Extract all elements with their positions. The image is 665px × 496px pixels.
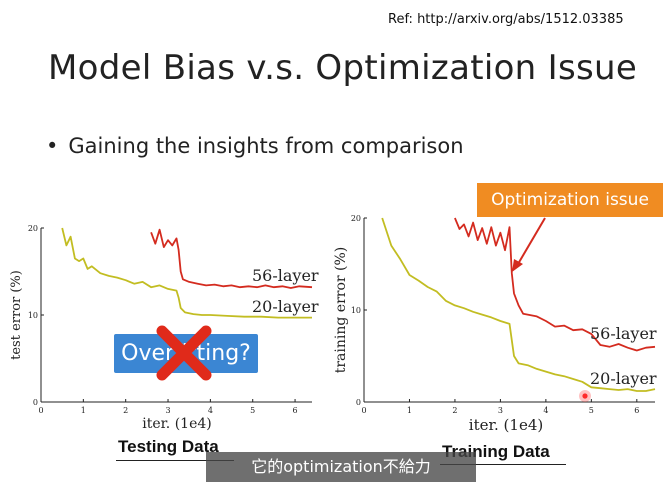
bullet-point: • Gaining the insights from comparison xyxy=(46,134,464,158)
test-x-tick-label: 5 xyxy=(250,406,255,415)
train-x-tick-label: 4 xyxy=(543,406,548,415)
train-x-tick-label: 2 xyxy=(452,406,457,415)
cursor-dot-icon xyxy=(582,393,588,399)
optimization-arrow xyxy=(517,217,546,265)
train-x-tick-label: 3 xyxy=(498,406,503,415)
test-x-tick-label: 2 xyxy=(123,406,128,415)
bullet-dot-icon: • xyxy=(46,134,59,158)
test-y-tick-label: 20 xyxy=(28,224,38,233)
train-y-tick-label: 10 xyxy=(351,306,361,315)
test-x-tick-label: 3 xyxy=(165,406,170,415)
train-label-20-layer: 20-layer xyxy=(590,369,657,388)
train-ylabel: training error (%) xyxy=(333,247,349,374)
test-label-20-layer: 20-layer xyxy=(252,297,319,316)
test-caption-underline xyxy=(116,460,234,461)
train-series-20-layer xyxy=(381,217,656,392)
test-y-tick-label: 10 xyxy=(28,311,38,320)
test-x-tick-label: 0 xyxy=(38,406,43,415)
slide-title: Model Bias v.s. Optimization Issue xyxy=(48,48,638,88)
train-x-tick-label: 0 xyxy=(361,406,366,415)
test-label-56-layer: 56-layer xyxy=(252,266,319,285)
test-x-tick-label: 6 xyxy=(293,406,298,415)
train-xlabel: iter. (1e4) xyxy=(469,416,543,434)
video-subtitle: 它的optimization不給力 xyxy=(206,452,476,482)
cross-mark-icon xyxy=(156,325,212,381)
train-x-tick-label: 6 xyxy=(634,406,639,415)
test-chart: test error (%) iter. (1e4) 0 1 2 3 4 5 601020 … xyxy=(9,224,319,432)
test-x-tick-label: 1 xyxy=(81,406,86,415)
train-chart: training error (%) iter. (1e4) 0 1 2 3 4 5 6 0 1… xyxy=(333,214,657,434)
test-xlabel: iter. (1e4) xyxy=(142,416,211,432)
reference-link: Ref: http://arxiv.org/abs/1512.03385 xyxy=(388,12,624,27)
arrow-head-icon xyxy=(512,259,523,272)
test-caption: Testing Data xyxy=(118,437,219,456)
train-x-tick-label: 5 xyxy=(589,406,594,415)
train-caption-underline xyxy=(440,464,566,465)
train-label-56-layer: 56-layer xyxy=(590,324,657,343)
test-series-20-layer xyxy=(61,227,312,319)
train-series-56-layer xyxy=(454,217,656,352)
test-y-tick-label: 0 xyxy=(33,398,38,407)
bullet-text: Gaining the insights from comparison xyxy=(68,134,464,158)
train-y-tick-label: 0 xyxy=(356,398,361,407)
test-series-56-layer xyxy=(150,228,313,289)
optimization-issue-callout: Optimization issue xyxy=(477,183,663,217)
train-x-tick-label: 1 xyxy=(407,406,412,415)
train-y-tick-label: 20 xyxy=(351,214,361,223)
test-ylabel: test error (%) xyxy=(9,270,24,360)
test-x-tick-label: 4 xyxy=(208,406,213,415)
